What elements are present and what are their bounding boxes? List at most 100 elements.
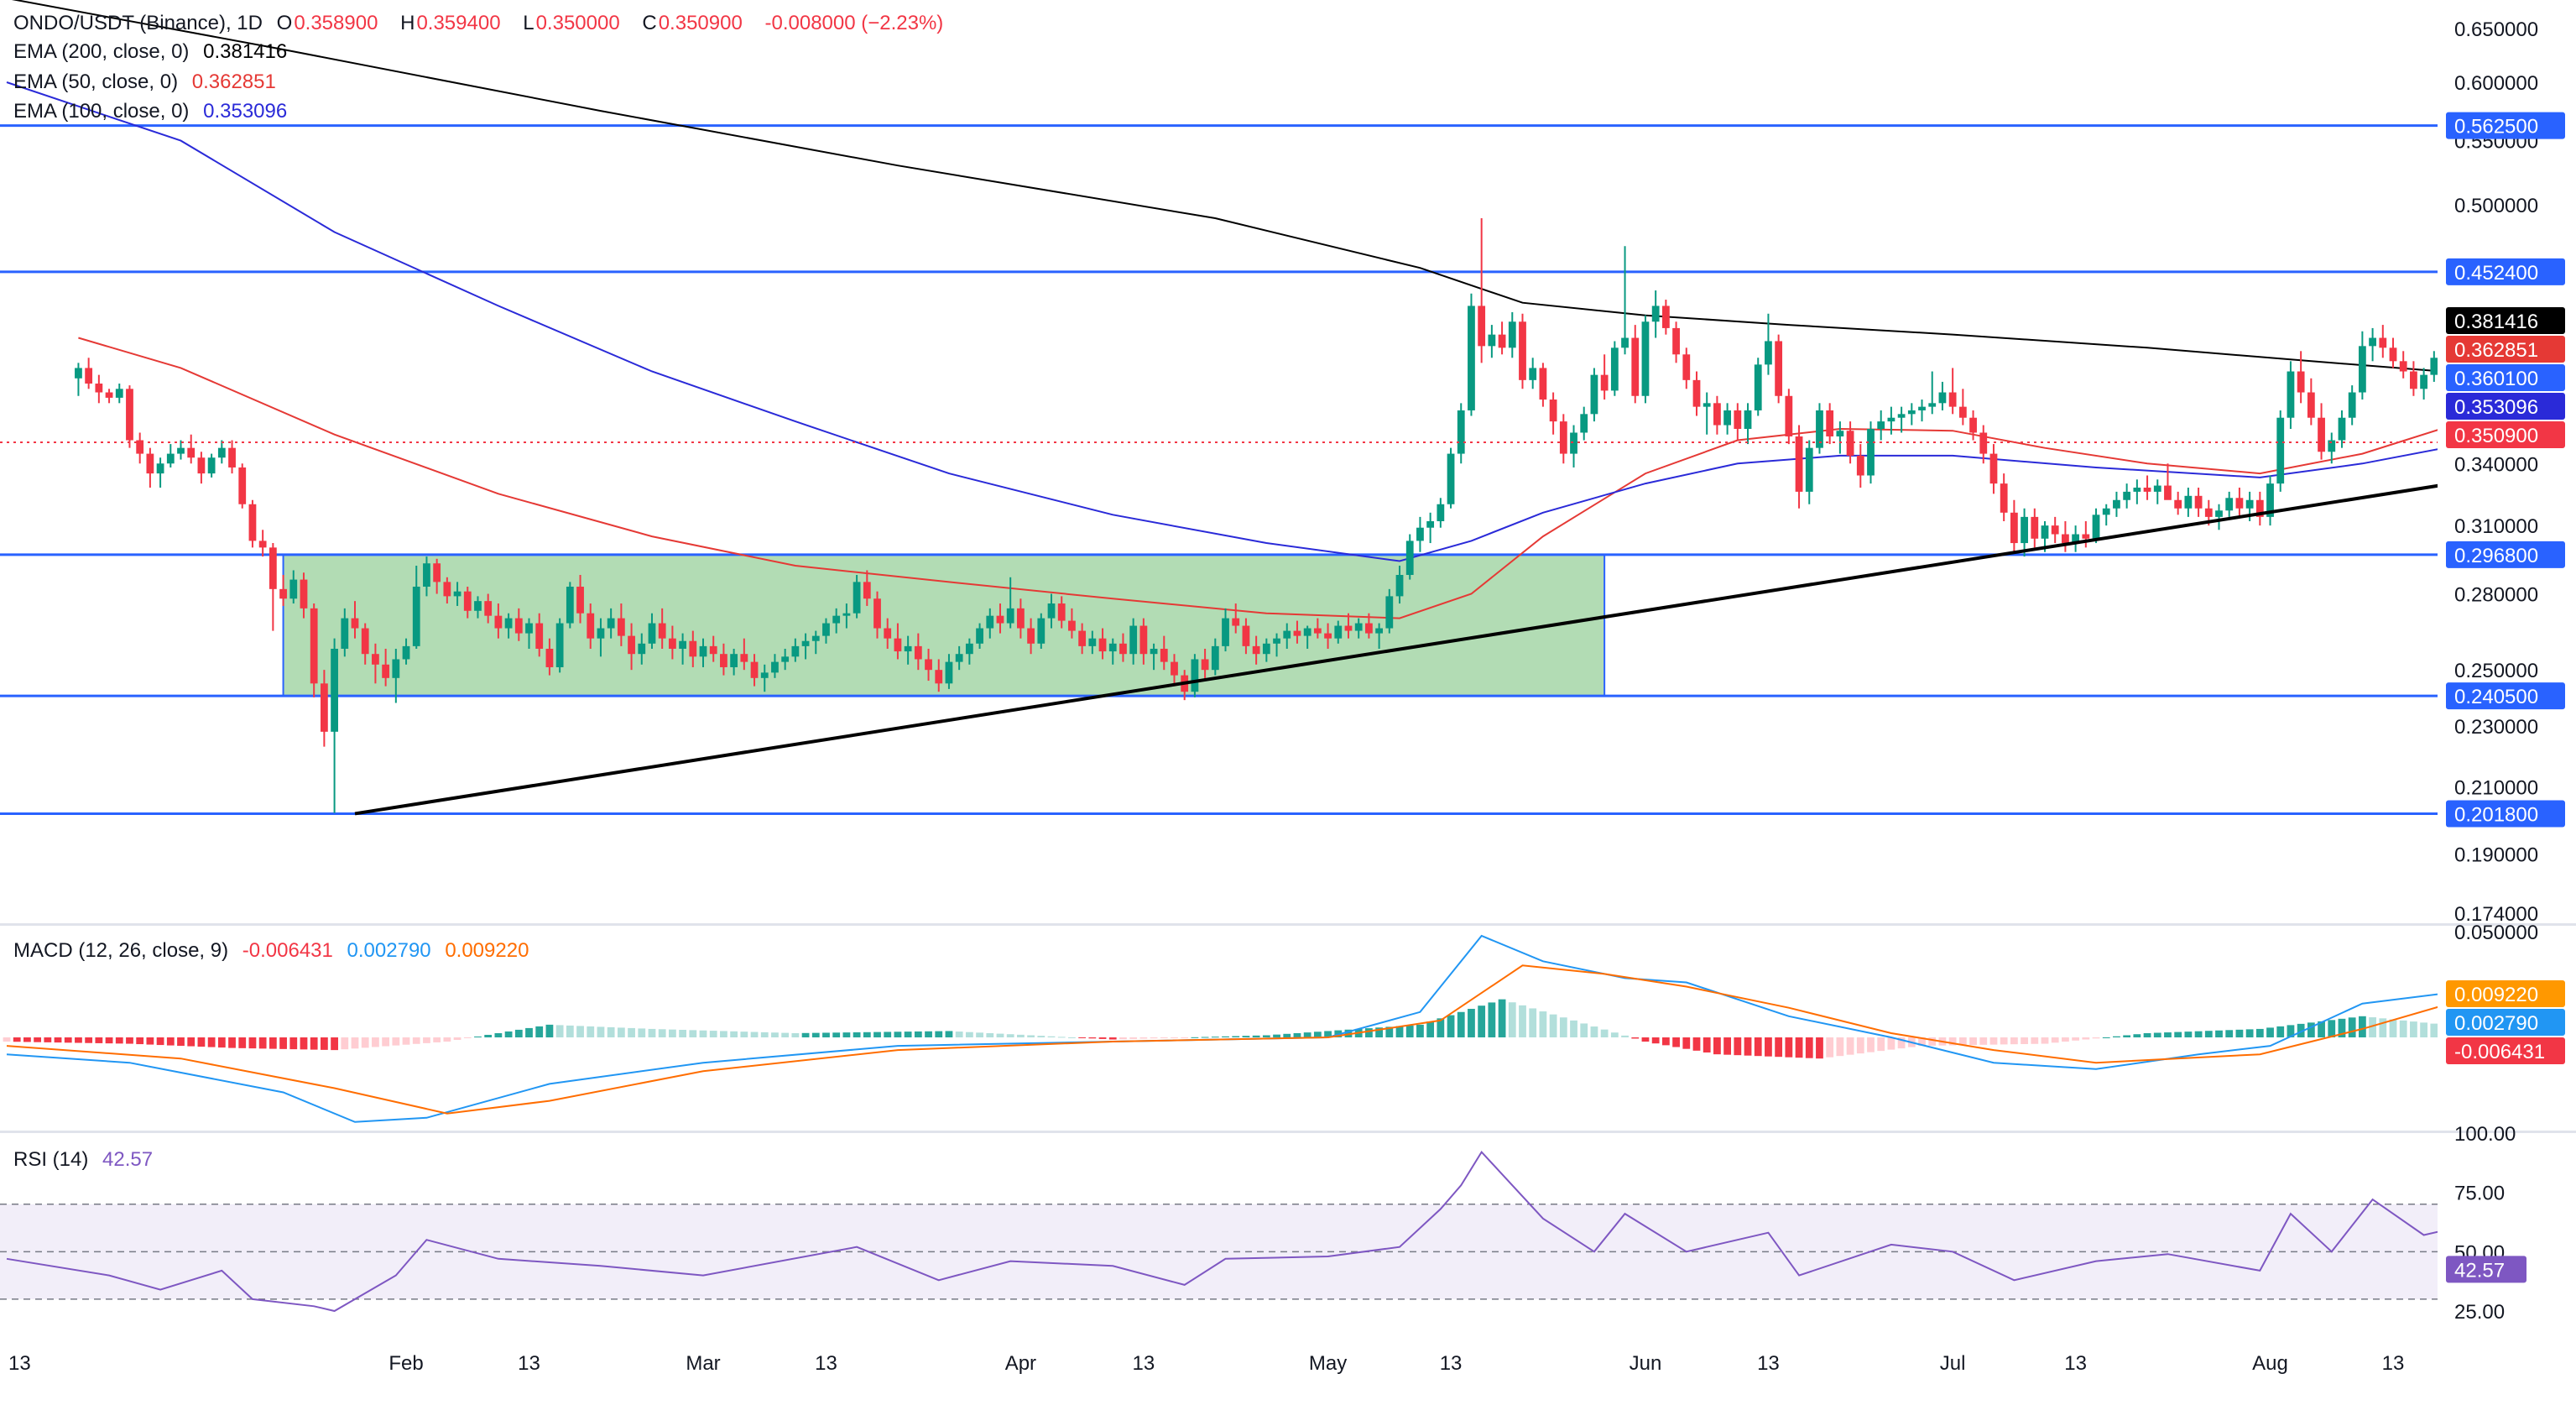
candle-body <box>1805 447 1813 492</box>
candle-body <box>1027 628 1035 644</box>
macd-histogram-bar <box>1826 1037 1834 1058</box>
macd-line <box>6 934 2438 1123</box>
candle-body <box>1405 541 1414 576</box>
date-axis-tick: 13 <box>1133 1352 1155 1375</box>
candle-body <box>2031 516 2039 539</box>
candle-body <box>2143 487 2151 492</box>
rsi-price-tag <box>2446 1256 2526 1283</box>
macd-histogram-bar <box>423 1037 430 1043</box>
candle-body <box>1119 643 1127 655</box>
macd-histogram-bar <box>1324 1031 1332 1037</box>
price-axis-tick: 0.230000 <box>2454 716 2538 739</box>
macd-histogram-bar <box>2266 1027 2274 1037</box>
candle-body <box>1273 638 1280 644</box>
macd-histogram-bar <box>2420 1022 2428 1037</box>
date-axis-tick: 13 <box>518 1352 540 1375</box>
rsi-legend[interactable]: RSI (14) 42.57 <box>13 1148 161 1172</box>
macd-histogram-bar <box>1877 1037 1885 1052</box>
candle-body <box>2000 483 2008 513</box>
candle-body <box>1846 431 1854 456</box>
macd-histogram-bar <box>248 1037 257 1049</box>
macd-histogram-bar <box>791 1032 800 1037</box>
macd-histogram-bar <box>177 1037 185 1047</box>
macd-histogram-bar <box>1539 1011 1547 1037</box>
candle-body <box>1775 341 1783 396</box>
macd-histogram-bar <box>44 1037 52 1042</box>
macd-histogram-bar <box>64 1037 72 1043</box>
candle-body <box>269 547 277 589</box>
macd-histogram-bar <box>1160 1037 1168 1038</box>
macd-histogram-bar <box>535 1026 544 1037</box>
macd-histogram-bar <box>115 1037 123 1044</box>
macd-histogram-bar <box>2072 1037 2080 1041</box>
candle-body <box>894 638 902 652</box>
macd-histogram-bar <box>617 1027 625 1037</box>
candle-body <box>1375 628 1383 634</box>
price-axis-tick: 0.340000 <box>2454 453 2538 476</box>
candle-body <box>1610 347 1619 391</box>
price-tag-label: 0.353096 <box>2454 396 2538 419</box>
macd-histogram-bar <box>2031 1037 2039 1044</box>
candle-body <box>1631 337 1640 396</box>
macd-histogram-bar <box>2123 1035 2131 1037</box>
macd-legend[interactable]: MACD (12, 26, close, 9) -0.006431 0.0027… <box>13 939 537 963</box>
ema100-legend[interactable]: EMA (100, close, 0) 0.353096 <box>13 100 295 123</box>
candle-body <box>1201 659 1209 671</box>
macd-histogram-bar <box>1713 1037 1721 1055</box>
candle-body <box>1395 575 1404 597</box>
macd-histogram-bar <box>1303 1032 1311 1037</box>
candle-body <box>925 659 932 671</box>
price-tag <box>2446 307 2565 334</box>
candle-body <box>904 645 912 652</box>
macd-histogram-bar <box>2358 1016 2366 1037</box>
date-axis-tick: 13 <box>2382 1352 2405 1375</box>
macd-histogram-bar <box>1754 1037 1762 1057</box>
price-axis-tick: 0.250000 <box>2454 660 2538 682</box>
date-axis-tick: Feb <box>388 1352 423 1375</box>
candle-body <box>1549 400 1557 422</box>
candle-body <box>1836 431 1844 436</box>
macd-histogram-bar <box>894 1032 902 1037</box>
candle-body <box>1191 659 1199 692</box>
candle-body <box>1713 403 1721 426</box>
candle-body <box>1897 414 1906 418</box>
candle-body <box>2420 374 2428 389</box>
ohlc-open: O0.358900 <box>276 12 378 34</box>
candle-body <box>1047 603 1056 619</box>
candle-body <box>1098 638 1107 652</box>
macd-histogram-bar <box>1918 1037 1926 1047</box>
macd-histogram-bar <box>1559 1017 1567 1037</box>
macd-histogram-bar <box>1672 1037 1680 1047</box>
candle-body <box>709 645 717 655</box>
level-price-tag <box>2446 258 2565 285</box>
candle-body <box>514 618 523 634</box>
price-tag <box>2446 393 2565 420</box>
macd-histogram-bar <box>1948 1037 1957 1046</box>
candle-body <box>1426 520 1435 528</box>
macd-histogram-bar <box>126 1037 133 1044</box>
candle-body <box>2430 358 2438 375</box>
candle-body <box>331 648 338 732</box>
price-axis-tick: 0.310000 <box>2454 515 2538 538</box>
macd-histogram-bar <box>1478 1005 1486 1037</box>
macd-price-tag <box>2446 1037 2565 1064</box>
price-tag <box>2446 421 2565 448</box>
macd-histogram-bar <box>1744 1037 1752 1056</box>
macd-histogram-bar <box>628 1027 635 1037</box>
date-axis-tick: 13 <box>2064 1352 2087 1375</box>
ema50-legend[interactable]: EMA (50, close, 0) 0.362851 <box>13 71 284 94</box>
candle-body <box>2051 525 2059 535</box>
level-price-label: 0.562500 <box>2454 116 2538 138</box>
macd-histogram-bar <box>1006 1034 1014 1037</box>
candle-body <box>1283 630 1291 639</box>
candle-body <box>2266 483 2274 517</box>
ema200-legend[interactable]: EMA (200, close, 0) 0.381416 <box>13 40 295 64</box>
candle-body <box>1078 630 1087 646</box>
candle-body <box>1232 618 1240 626</box>
macd-histogram-bar <box>331 1037 338 1051</box>
macd-histogram-bar <box>1867 1037 1875 1052</box>
macd-histogram-bar <box>1508 1002 1516 1037</box>
macd-histogram-bar <box>1734 1037 1742 1056</box>
candle-body <box>136 440 144 454</box>
candle-body <box>1334 625 1343 639</box>
